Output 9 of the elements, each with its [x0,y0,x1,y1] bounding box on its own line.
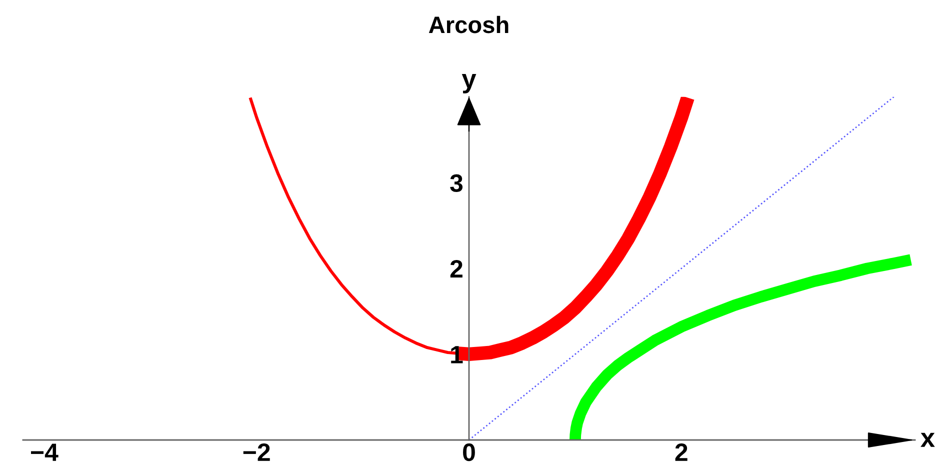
y-axis-title: y [462,74,476,94]
x-tick-label: 2 [675,443,688,461]
x-tick-label: −4 [30,444,58,461]
y-tick-label: 3 [450,174,463,192]
x-axis-title: x [920,432,935,447]
x-tick-label: −2 [243,443,270,461]
x-tick-label: 0 [463,443,475,462]
chart-title: Arcosh [428,16,508,34]
y-tick-label: 2 [450,260,462,278]
